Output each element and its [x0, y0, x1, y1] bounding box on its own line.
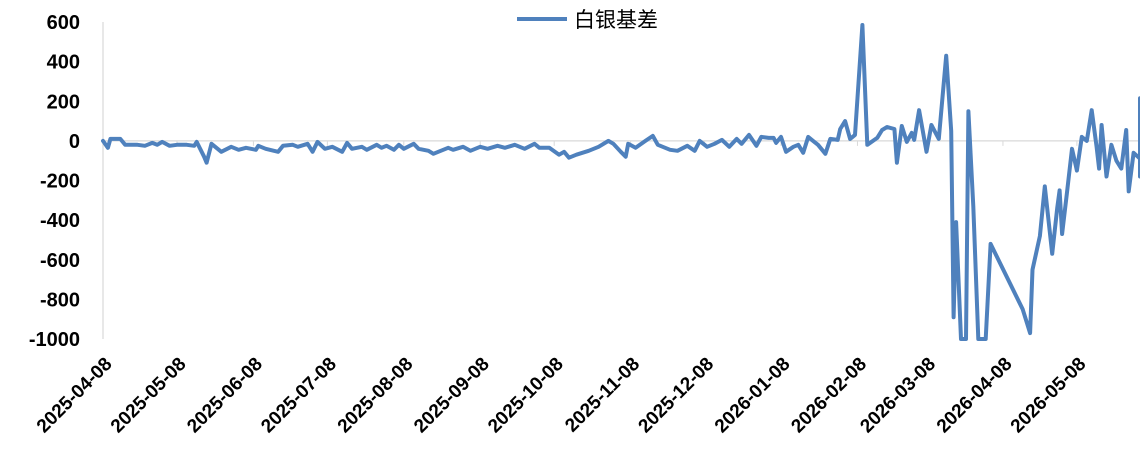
y-tick-label: -400 [40, 210, 80, 232]
x-tick-label: 2025-07-08 [257, 354, 341, 438]
x-tick-label: 2025-05-08 [107, 354, 191, 438]
y-tick-label: 0 [69, 131, 80, 153]
series-line-silver-basis [101, 23, 1140, 341]
legend: 白银基差 [517, 8, 658, 32]
x-tick-label: 2025-11-08 [561, 354, 644, 437]
x-tick-label: 2025-04-08 [33, 354, 117, 438]
x-tick-label: 2026-03-08 [856, 354, 940, 438]
x-axis-ticks: 2025-04-082025-05-082025-06-082025-07-08… [33, 140, 1091, 438]
x-tick-label: 2025-06-08 [183, 354, 267, 438]
y-axis-ticks: 600 400 200 0 -200 -400 -600 -800 -1000 [29, 12, 80, 351]
y-tick-label: -600 [40, 250, 80, 272]
y-tick-label: 200 [47, 91, 80, 113]
y-tick-label: -200 [40, 171, 80, 193]
x-tick-label: 2026-05-08 [1007, 354, 1091, 438]
x-tick-label: 2025-08-08 [334, 354, 418, 438]
x-tick-label: 2025-10-08 [484, 354, 568, 438]
x-tick-label: 2026-04-08 [933, 354, 1017, 438]
x-tick-label: 2026-01-08 [711, 354, 795, 438]
legend-label: 白银基差 [574, 8, 658, 32]
x-tick-label: 2025-09-08 [410, 354, 494, 438]
y-tick-label: -1000 [29, 329, 80, 351]
y-tick-label: -800 [40, 289, 80, 311]
y-tick-label: 600 [47, 12, 80, 34]
x-tick-label: 2025-12-08 [635, 354, 719, 438]
y-tick-label: 400 [47, 52, 80, 74]
